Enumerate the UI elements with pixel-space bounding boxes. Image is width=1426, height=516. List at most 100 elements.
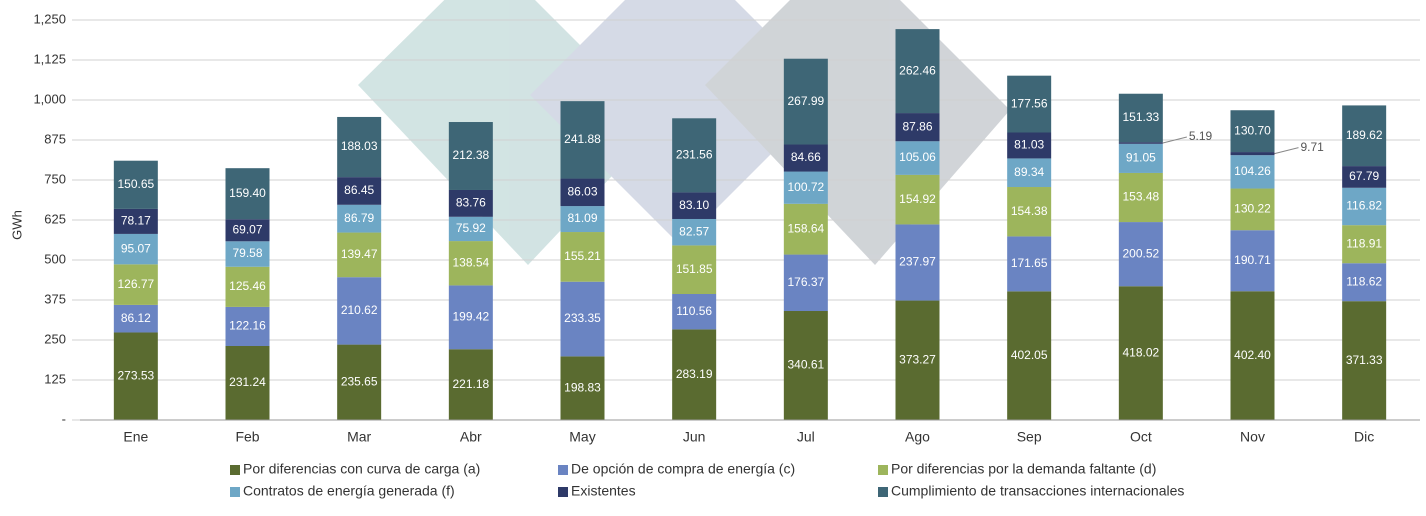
x-tick-label: Feb	[235, 429, 259, 445]
value-label: 153.48	[1122, 190, 1159, 204]
value-label: 118.62	[1346, 274, 1382, 288]
value-label: 81.09	[567, 211, 597, 225]
value-label: 116.82	[1346, 199, 1382, 213]
value-label: 159.40	[229, 186, 266, 200]
value-label: 210.62	[341, 303, 378, 317]
value-label: 150.65	[117, 177, 154, 191]
value-label: 79.58	[232, 246, 262, 260]
value-label: 130.70	[1234, 123, 1271, 137]
value-label: 154.92	[899, 192, 936, 206]
value-label: 67.79	[1349, 169, 1379, 183]
value-label: 267.99	[787, 94, 824, 108]
value-label: 105.06	[899, 150, 936, 164]
value-label: 139.47	[341, 247, 378, 261]
value-label: 104.26	[1234, 164, 1271, 178]
value-label: 110.56	[676, 304, 712, 318]
value-label: 86.79	[344, 211, 374, 225]
value-label: 371.33	[1346, 353, 1383, 367]
value-label: 95.07	[121, 241, 151, 255]
value-label: 158.64	[787, 221, 824, 235]
chart: GWh -1252503755006257508751,0001,1251,25…	[0, 0, 1426, 516]
x-tick-label: May	[569, 429, 595, 445]
x-tick-label: Ene	[123, 429, 148, 445]
value-label: 188.03	[341, 139, 378, 153]
value-label: 87.86	[902, 119, 932, 133]
legend-swatch	[878, 487, 888, 497]
value-label: 118.91	[1346, 236, 1382, 250]
value-label: 86.03	[567, 184, 597, 198]
value-label: 402.40	[1234, 348, 1271, 362]
y-tick-label: 375	[44, 291, 66, 306]
value-label: 198.83	[564, 380, 601, 394]
value-label: 233.35	[564, 311, 601, 325]
value-label: 81.03	[1014, 138, 1044, 152]
legend-label: De opción de compra de energía (c)	[571, 461, 795, 477]
legend-label: Por diferencias por la demanda faltante …	[891, 461, 1156, 477]
value-label: 176.37	[787, 275, 824, 289]
value-label: 122.16	[229, 319, 266, 333]
bar-segment	[1119, 142, 1163, 144]
value-label: 340.61	[787, 358, 824, 372]
value-label: 86.45	[344, 183, 374, 197]
value-label: 199.42	[452, 309, 489, 323]
x-tick-label: Sep	[1017, 429, 1042, 445]
y-tick-label: 1,125	[33, 51, 66, 66]
value-label: 82.57	[679, 224, 709, 238]
value-label: 200.52	[1122, 246, 1159, 260]
value-label: 212.38	[452, 148, 489, 162]
value-label: 151.33	[1122, 110, 1159, 124]
value-label: 86.12	[121, 311, 151, 325]
bar-segment	[1231, 152, 1275, 155]
value-label: 5.19	[1189, 129, 1213, 143]
x-tick-label: Ago	[905, 429, 930, 445]
value-label: 231.56	[676, 148, 713, 162]
legend-label: Por diferencias con curva de carga (a)	[243, 461, 480, 477]
x-tick-label: Mar	[347, 429, 371, 445]
value-label: 91.05	[1126, 151, 1156, 165]
legend-label: Existentes	[571, 483, 636, 499]
value-label: 418.02	[1122, 345, 1159, 359]
value-label: 126.77	[117, 277, 154, 291]
y-tick-label: 250	[44, 331, 66, 346]
value-label: 138.54	[452, 255, 489, 269]
leader-line	[1275, 148, 1299, 154]
value-label: 83.76	[456, 196, 486, 210]
value-label: 373.27	[899, 352, 936, 366]
x-tick-label: Abr	[460, 429, 482, 445]
value-label: 69.07	[232, 222, 262, 236]
y-tick-label: 750	[44, 171, 66, 186]
value-label: 190.71	[1234, 253, 1271, 267]
y-tick-label: 500	[44, 251, 66, 266]
value-label: 154.38	[1011, 204, 1048, 218]
value-label: 84.66	[791, 150, 821, 164]
value-label: 262.46	[899, 63, 936, 77]
x-tick-label: Jul	[797, 429, 815, 445]
y-tick-label: 625	[44, 211, 66, 226]
x-tick-label: Dic	[1354, 429, 1374, 445]
value-label: 231.24	[229, 375, 266, 389]
x-tick-label: Nov	[1240, 429, 1265, 445]
legend-swatch	[230, 487, 240, 497]
value-label: 273.53	[117, 368, 154, 382]
legend-swatch	[878, 465, 888, 475]
value-label: 89.34	[1014, 165, 1044, 179]
value-label: 9.71	[1301, 140, 1325, 154]
y-tick-label: 125	[44, 371, 66, 386]
value-label: 237.97	[899, 255, 936, 269]
value-label: 189.62	[1346, 128, 1383, 142]
value-label: 125.46	[229, 279, 266, 293]
value-label: 241.88	[564, 132, 601, 146]
legend-label: Cumplimiento de transacciones internacio…	[891, 483, 1184, 499]
value-label: 78.17	[121, 214, 151, 228]
value-label: 235.65	[341, 374, 378, 388]
y-tick-label: -	[62, 411, 66, 426]
y-tick-label: 1,250	[33, 11, 66, 26]
value-label: 100.72	[787, 180, 824, 194]
legend-swatch	[558, 487, 568, 497]
value-label: 83.10	[679, 198, 709, 212]
legend-label: Contratos de energía generada (f)	[243, 483, 455, 499]
y-tick-label: 1,000	[33, 91, 66, 106]
value-label: 130.22	[1234, 202, 1271, 216]
value-label: 221.18	[452, 377, 489, 391]
legend-swatch	[230, 465, 240, 475]
